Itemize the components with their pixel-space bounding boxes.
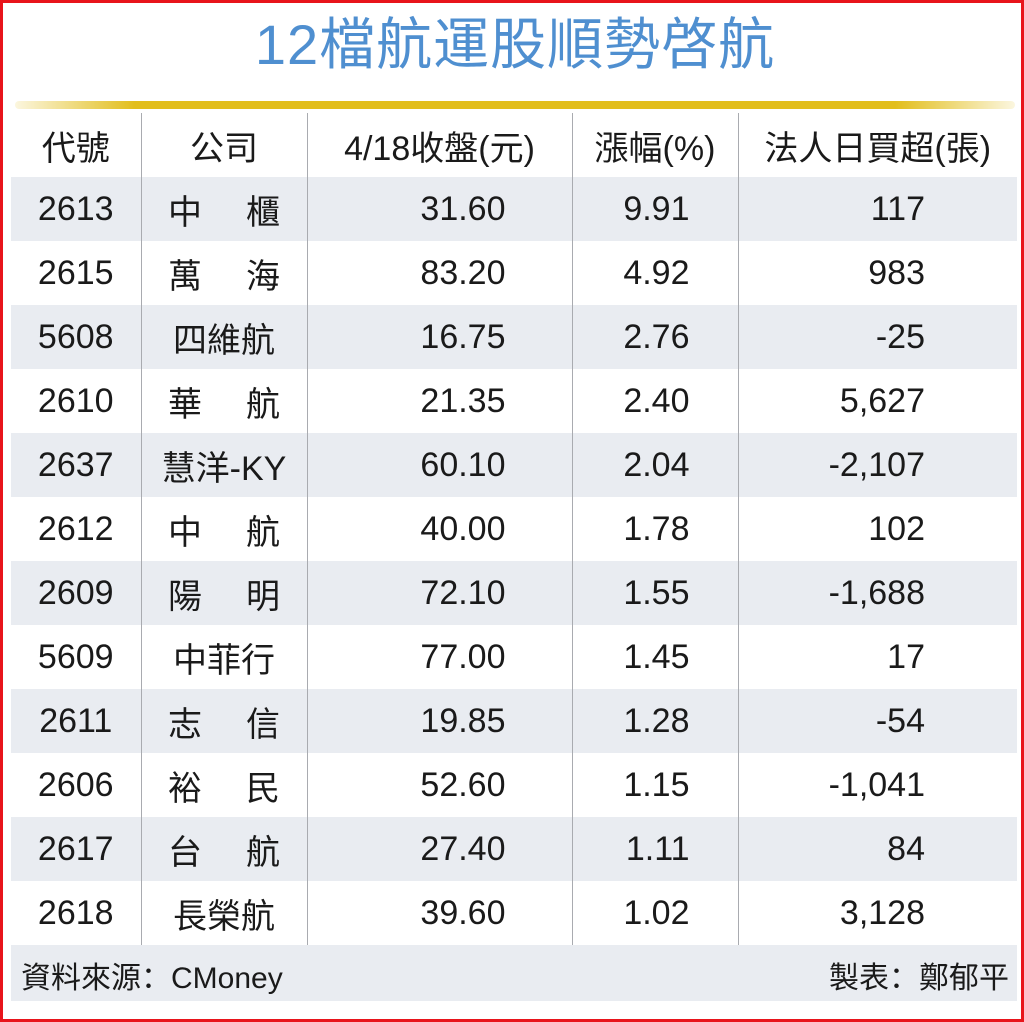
footer-bar: 資料來源：CMoney 製表：鄭郁平 <box>11 945 1017 1001</box>
cell-institutional-net-buy: 117 <box>737 177 1017 241</box>
company-name: 中航 <box>168 513 280 552</box>
cell-company: 中櫃 <box>140 177 307 241</box>
company-name: 中菲行 <box>173 641 275 680</box>
cell-change-pct: 9.91 <box>571 177 738 241</box>
stock-table: 代號 公司 4/18收盤(元) 漲幅(%) 法人日買超(張) 2613 中櫃 31.… <box>11 113 1017 945</box>
header-institutional-net-buy: 法人日買超(張) <box>737 113 1017 177</box>
cell-change-pct: 4.92 <box>571 241 738 305</box>
cell-close: 72.10 <box>306 561 572 625</box>
company-name: 中櫃 <box>168 193 280 232</box>
cell-company: 中菲行 <box>140 625 307 689</box>
cell-close: 83.20 <box>306 241 572 305</box>
table-row: 2617 台航 27.40 1.11 84 <box>11 817 1017 881</box>
cell-institutional-net-buy: -25 <box>737 305 1017 369</box>
company-name: 陽明 <box>168 577 280 616</box>
cell-change-pct: 1.11 <box>571 817 738 881</box>
cell-code: 5609 <box>11 625 141 689</box>
cell-close: 27.40 <box>306 817 572 881</box>
table-row: 2613 中櫃 31.60 9.91 117 <box>11 177 1017 241</box>
cell-close: 16.75 <box>306 305 572 369</box>
cell-change-pct: 2.76 <box>571 305 738 369</box>
table-row: 2637 慧洋-KY 60.10 2.04 -2,107 <box>11 433 1017 497</box>
cell-company: 長榮航 <box>140 881 307 945</box>
table-row: 2612 中航 40.00 1.78 102 <box>11 497 1017 561</box>
cell-institutional-net-buy: 17 <box>737 625 1017 689</box>
cell-code: 2637 <box>11 433 141 497</box>
cell-institutional-net-buy: -1,041 <box>737 753 1017 817</box>
chart-title: 12檔航運股順勢啓航 <box>254 13 776 76</box>
header-code: 代號 <box>11 113 141 177</box>
company-name: 四維航 <box>173 321 275 360</box>
company-name: 萬海 <box>168 257 280 296</box>
cell-change-pct: 2.04 <box>571 433 738 497</box>
cell-change-pct: 1.78 <box>571 497 738 561</box>
cell-code: 5608 <box>11 305 141 369</box>
table-row: 5608 四維航 16.75 2.76 -25 <box>11 305 1017 369</box>
cell-company: 陽明 <box>140 561 307 625</box>
cell-company: 台航 <box>140 817 307 881</box>
cell-close: 52.60 <box>306 753 572 817</box>
cell-company: 萬海 <box>140 241 307 305</box>
cell-company: 慧洋-KY <box>140 433 307 497</box>
cell-code: 2613 <box>11 177 141 241</box>
table-row: 2606 裕民 52.60 1.15 -1,041 <box>11 753 1017 817</box>
cell-institutional-net-buy: 3,128 <box>737 881 1017 945</box>
cell-close: 19.85 <box>306 689 572 753</box>
cell-institutional-net-buy: 983 <box>737 241 1017 305</box>
header-change-pct: 漲幅(%) <box>571 113 738 177</box>
cell-close: 31.60 <box>306 177 572 241</box>
table-row: 2611 志信 19.85 1.28 -54 <box>11 689 1017 753</box>
data-source: 資料來源：CMoney <box>21 962 283 995</box>
cell-close: 60.10 <box>306 433 572 497</box>
cell-change-pct: 1.02 <box>571 881 738 945</box>
cell-change-pct: 1.15 <box>571 753 738 817</box>
cell-institutional-net-buy: 102 <box>737 497 1017 561</box>
cell-code: 2618 <box>11 881 141 945</box>
company-name: 裕民 <box>168 769 280 808</box>
cell-close: 21.35 <box>306 369 572 433</box>
cell-company: 中航 <box>140 497 307 561</box>
cell-change-pct: 1.45 <box>571 625 738 689</box>
table-row: 2618 長榮航 39.60 1.02 3,128 <box>11 881 1017 945</box>
cell-company: 裕民 <box>140 753 307 817</box>
cell-company: 華航 <box>140 369 307 433</box>
cell-institutional-net-buy: -1,688 <box>737 561 1017 625</box>
cell-code: 2617 <box>11 817 141 881</box>
company-name: 長榮航 <box>173 897 275 936</box>
cell-code: 2611 <box>11 689 141 753</box>
cell-company: 志信 <box>140 689 307 753</box>
cell-code: 2612 <box>11 497 141 561</box>
table-row: 2615 萬海 83.20 4.92 983 <box>11 241 1017 305</box>
cell-change-pct: 2.40 <box>571 369 738 433</box>
table-row: 2609 陽明 72.10 1.55 -1,688 <box>11 561 1017 625</box>
cell-close: 77.00 <box>306 625 572 689</box>
cell-close: 40.00 <box>306 497 572 561</box>
cell-code: 2615 <box>11 241 141 305</box>
cell-change-pct: 1.55 <box>571 561 738 625</box>
cell-close: 39.60 <box>306 881 572 945</box>
cell-institutional-net-buy: 84 <box>737 817 1017 881</box>
cell-change-pct: 1.28 <box>571 689 738 753</box>
header-close: 4/18收盤(元) <box>306 113 572 177</box>
cell-institutional-net-buy: -54 <box>737 689 1017 753</box>
cell-code: 2610 <box>11 369 141 433</box>
table-row: 2610 華航 21.35 2.40 5,627 <box>11 369 1017 433</box>
company-name: 華航 <box>168 385 280 424</box>
cell-code: 2606 <box>11 753 141 817</box>
company-name: 台航 <box>168 833 280 872</box>
header-company: 公司 <box>140 113 307 177</box>
company-name: 慧洋-KY <box>161 449 287 488</box>
table-row: 5609 中菲行 77.00 1.45 17 <box>11 625 1017 689</box>
table-maker: 製表：鄭郁平 <box>829 962 1009 995</box>
cell-institutional-net-buy: -2,107 <box>737 433 1017 497</box>
cell-institutional-net-buy: 5,627 <box>737 369 1017 433</box>
title-divider <box>15 101 1015 109</box>
company-name: 志信 <box>168 705 280 744</box>
cell-code: 2609 <box>11 561 141 625</box>
cell-company: 四維航 <box>140 305 307 369</box>
table-header-row: 代號 公司 4/18收盤(元) 漲幅(%) 法人日買超(張) <box>11 113 1017 177</box>
